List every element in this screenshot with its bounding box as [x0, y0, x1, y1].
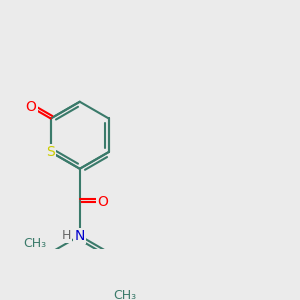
Text: O: O — [97, 195, 108, 209]
Text: H: H — [61, 229, 71, 242]
Text: S: S — [46, 145, 55, 159]
Text: CH₃: CH₃ — [23, 237, 46, 250]
Text: N: N — [75, 229, 85, 243]
Text: CH₃: CH₃ — [114, 289, 137, 300]
Text: O: O — [26, 100, 37, 114]
